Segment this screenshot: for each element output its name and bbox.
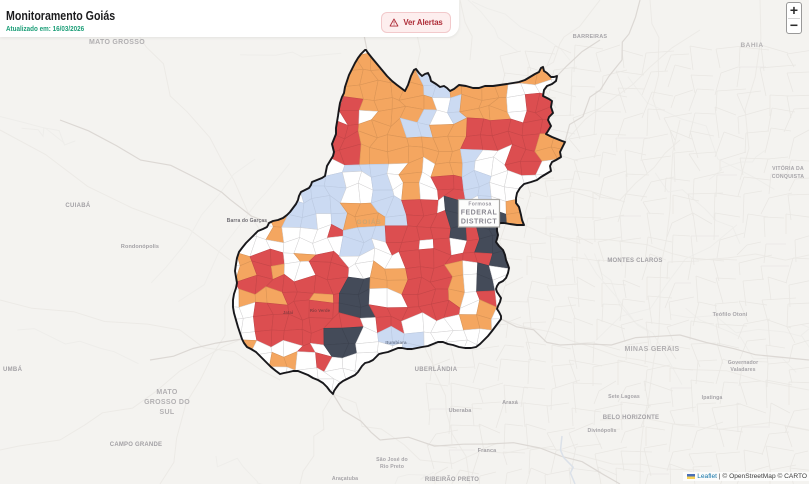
svg-text:Franca: Franca <box>478 448 497 454</box>
svg-text:FEDERAL: FEDERAL <box>461 210 498 217</box>
svg-text:Jataí: Jataí <box>283 310 294 315</box>
svg-text:Teófilo Otoni: Teófilo Otoni <box>713 312 748 318</box>
svg-text:BARREIRAS: BARREIRAS <box>573 34 608 40</box>
svg-text:VITÓRIA DA: VITÓRIA DA <box>772 164 804 172</box>
svg-text:MATO GROSSO: MATO GROSSO <box>89 39 145 46</box>
svg-text:Governador: Governador <box>728 360 758 366</box>
svg-text:CONQUISTA: CONQUISTA <box>772 174 805 180</box>
svg-text:Barra do Garças: Barra do Garças <box>227 218 268 224</box>
svg-text:UMBÁ: UMBÁ <box>3 366 23 373</box>
svg-text:BELO HORIZONTE: BELO HORIZONTE <box>603 415 659 421</box>
svg-text:MINAS GERAIS: MINAS GERAIS <box>625 346 680 353</box>
svg-text:BAHIA: BAHIA <box>740 42 763 49</box>
svg-text:GOIÁS: GOIÁS <box>357 217 382 226</box>
svg-text:MONTES CLAROS: MONTES CLAROS <box>607 258 662 264</box>
svg-text:Rondonópolis: Rondonópolis <box>121 244 159 250</box>
svg-text:Valadares: Valadares <box>730 367 755 373</box>
svg-text:SUL: SUL <box>160 409 175 416</box>
svg-text:DISTRICT: DISTRICT <box>461 219 498 226</box>
svg-text:Itumbiara: Itumbiara <box>385 340 407 345</box>
svg-text:Uberaba: Uberaba <box>449 408 473 414</box>
svg-text:CAMPO GRANDE: CAMPO GRANDE <box>110 442 162 448</box>
svg-text:Rio Preto: Rio Preto <box>380 464 404 470</box>
svg-text:Araxá: Araxá <box>502 400 519 406</box>
svg-text:CUIABÁ: CUIABÁ <box>65 202 90 209</box>
svg-text:Divinópolis: Divinópolis <box>587 428 616 434</box>
svg-text:São José do: São José do <box>376 457 408 463</box>
svg-text:Rio Verde: Rio Verde <box>310 308 331 313</box>
svg-text:Formosa: Formosa <box>468 202 491 208</box>
svg-text:GROSSO DO: GROSSO DO <box>144 399 190 406</box>
svg-text:Ipatinga: Ipatinga <box>702 395 723 401</box>
svg-text:UBERLÂNDIA: UBERLÂNDIA <box>415 366 458 373</box>
svg-text:RIBEIRÃO PRETO: RIBEIRÃO PRETO <box>425 476 479 483</box>
svg-text:Sete Lagoas: Sete Lagoas <box>608 394 640 400</box>
svg-text:MATO: MATO <box>156 389 177 396</box>
svg-text:Araçatuba: Araçatuba <box>332 476 358 482</box>
